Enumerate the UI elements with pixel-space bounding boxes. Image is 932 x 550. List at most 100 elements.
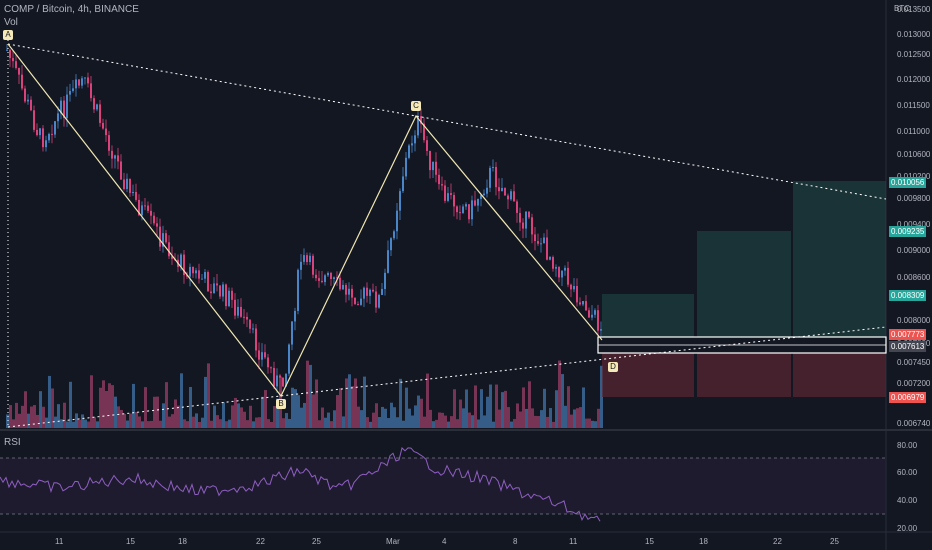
candle-body <box>21 74 23 89</box>
abcd-pattern-line[interactable] <box>7 43 603 398</box>
candle-body <box>102 122 104 129</box>
time-axis-label: 4 <box>442 537 447 546</box>
price-axis-label: 0.011000 <box>897 127 930 136</box>
candle-body <box>210 291 212 294</box>
upper-trendline[interactable] <box>7 43 887 200</box>
candle-body <box>531 217 533 235</box>
candle-body <box>279 375 281 378</box>
point-a-label[interactable]: A <box>3 30 13 40</box>
candle-body <box>270 367 272 369</box>
volume-bar <box>36 414 39 428</box>
volume-bar <box>381 406 384 428</box>
candle-body <box>492 166 494 168</box>
lower-trendline[interactable] <box>7 326 887 428</box>
candle-body <box>204 272 206 279</box>
volume-bar <box>120 409 123 428</box>
symbol-title[interactable]: COMP / Bitcoin, 4h, BINANCE <box>4 4 139 15</box>
target-zone-3[interactable] <box>793 181 886 337</box>
volume-bar <box>63 402 66 428</box>
candle-body <box>495 166 497 188</box>
candle-body <box>387 250 389 273</box>
volume-bar <box>45 417 48 428</box>
candle-body <box>318 278 320 281</box>
candle-body <box>555 267 557 269</box>
candle-body <box>498 187 500 192</box>
volume-bar <box>207 363 210 428</box>
rsi-label[interactable]: RSI <box>4 437 21 448</box>
rsi-axis-label: 20.00 <box>897 524 918 533</box>
target-zone-2[interactable] <box>697 231 791 337</box>
stop-zone-3[interactable] <box>793 353 886 397</box>
volume-bar <box>51 388 54 428</box>
candle-body <box>9 49 11 59</box>
stop-zone-2[interactable] <box>697 353 791 397</box>
volume-bar <box>555 390 558 428</box>
volume-bar <box>324 417 327 428</box>
stop-zone-1[interactable] <box>602 353 694 397</box>
volume-bar <box>219 419 222 428</box>
candle-body <box>351 288 353 298</box>
candle-body <box>81 78 83 86</box>
volume-bar <box>21 405 24 428</box>
volume-bar <box>288 418 291 428</box>
volume-bar <box>333 410 336 428</box>
volume-bar <box>528 381 531 428</box>
volume-bar <box>258 417 261 428</box>
volume-bar <box>435 419 438 428</box>
candle-body <box>483 193 485 196</box>
volume-bar <box>552 421 555 428</box>
candle-body <box>342 284 344 290</box>
volume-bar <box>459 399 462 428</box>
rsi-axis-label: 80.00 <box>897 441 918 450</box>
volume-label[interactable]: Vol <box>4 17 18 28</box>
volume-bar <box>96 421 99 428</box>
price-axis-label: 0.007450 <box>897 358 931 367</box>
volume-bar <box>165 382 168 428</box>
candle-body <box>63 100 65 118</box>
volume-bar <box>588 418 591 428</box>
candle-body <box>396 210 398 232</box>
rsi-line[interactable] <box>0 447 601 522</box>
candle-body <box>414 135 416 144</box>
volume-bar <box>174 399 177 428</box>
volume-bar <box>93 417 96 428</box>
volume-bar <box>348 374 351 428</box>
candle-body <box>429 151 431 171</box>
candle-body <box>114 155 116 159</box>
volume-bar <box>306 360 309 428</box>
volume-bar <box>423 416 426 428</box>
volume-bar <box>567 386 570 428</box>
volume-bar <box>39 391 42 428</box>
candle-body <box>309 255 311 263</box>
volume-bar <box>426 373 429 428</box>
point-b-label[interactable]: B <box>276 399 286 409</box>
volume-bar <box>135 411 138 428</box>
volume-bar <box>210 420 213 428</box>
candle-body <box>417 116 419 136</box>
candle-layer <box>6 44 602 393</box>
volume-bar <box>438 412 441 428</box>
point-c-label[interactable]: C <box>411 101 421 111</box>
candle-body <box>141 205 143 216</box>
candle-body <box>264 352 266 358</box>
target-zone-1[interactable] <box>602 294 694 337</box>
candle-body <box>111 150 113 159</box>
candle-body <box>471 200 473 220</box>
candle-body <box>516 201 518 213</box>
volume-bar <box>192 416 195 428</box>
candle-body <box>558 267 560 278</box>
candle-body <box>213 283 215 294</box>
volume-bar <box>357 406 360 428</box>
volume-bar <box>420 398 423 428</box>
long-position-zones[interactable] <box>597 181 887 397</box>
volume-bar <box>474 385 477 428</box>
candle-body <box>597 310 599 331</box>
volume-bar <box>489 384 492 428</box>
volume-bar <box>180 373 183 428</box>
candle-body <box>231 290 233 300</box>
volume-bar <box>585 418 588 428</box>
volume-bar <box>342 416 345 428</box>
point-d-label[interactable]: D <box>608 362 618 372</box>
